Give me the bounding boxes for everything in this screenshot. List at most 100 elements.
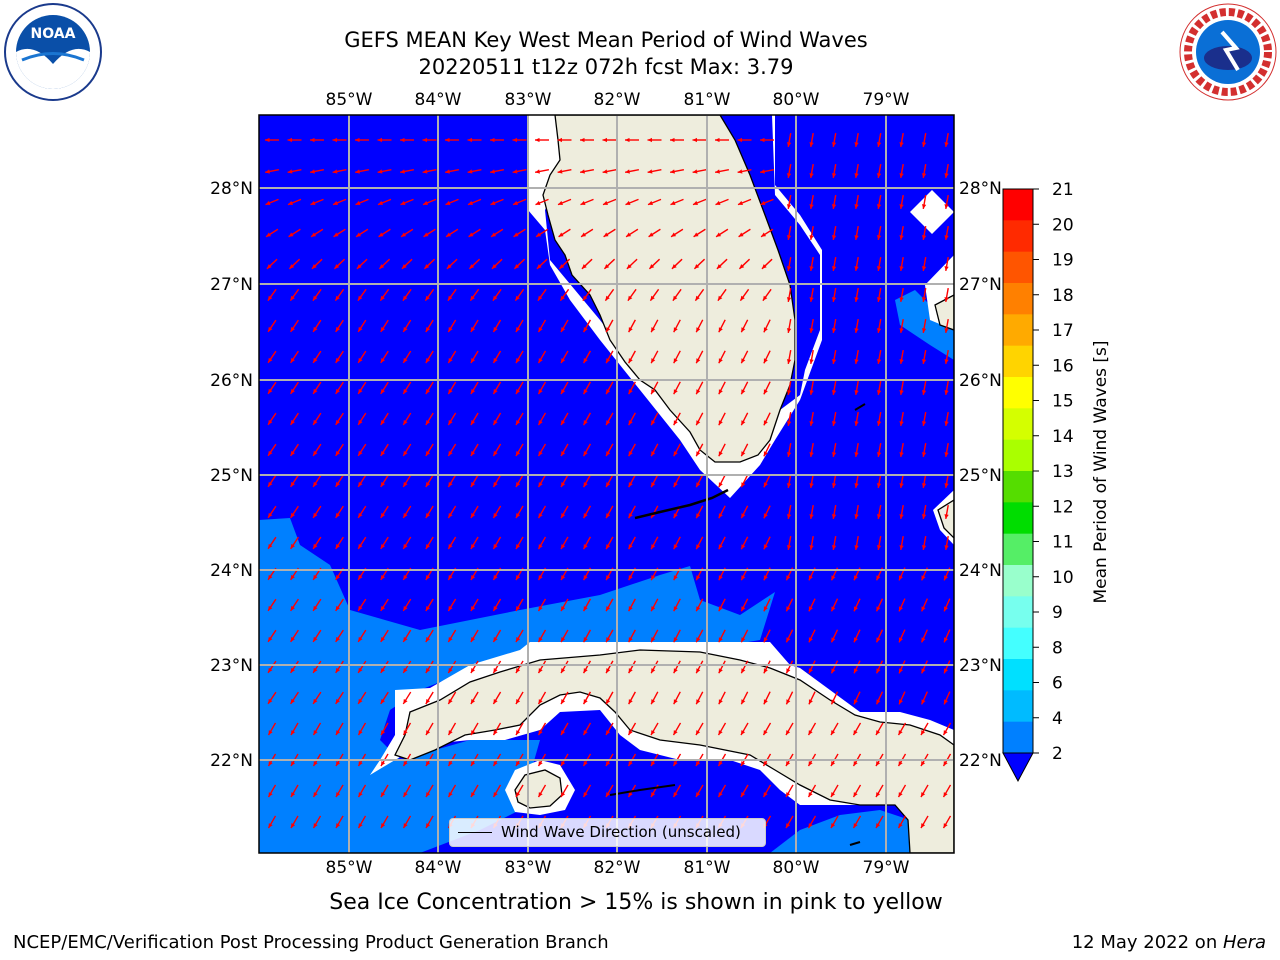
wind-direction-arrow-icon [560, 691, 569, 705]
wind-direction-arrow-icon [335, 815, 344, 829]
wind-direction-arrow-icon [515, 412, 524, 426]
wind-direction-arrow-icon [897, 722, 907, 736]
wind-direction-arrow-icon [354, 168, 370, 174]
wind-direction-arrow-icon [288, 258, 301, 270]
latitude-label: 22°N [210, 751, 253, 771]
wind-direction-arrow-icon [693, 228, 706, 238]
wind-direction-arrow-icon [628, 691, 636, 705]
wind-direction-arrow-icon [560, 412, 569, 426]
wind-direction-arrow-icon [921, 504, 927, 520]
colorbar-tick-label: 21 [1052, 180, 1074, 200]
wind-direction-arrow-icon [467, 168, 482, 174]
wind-direction-arrow-icon [534, 168, 550, 174]
wind-direction-arrow-icon [515, 505, 524, 519]
wind-direction-arrow-icon [628, 412, 636, 426]
wind-direction-arrow-icon [875, 629, 884, 643]
wind-direction-arrow-icon [647, 137, 662, 143]
wind-direction-arrow-icon [425, 691, 434, 705]
wind-direction-arrow-icon [264, 168, 280, 174]
wind-direction-arrow-icon [648, 228, 661, 238]
wind-direction-arrow-icon [786, 163, 792, 179]
wind-direction-arrow-icon [718, 629, 726, 643]
wind-direction-arrow-icon [535, 228, 549, 238]
wind-direction-arrow-icon [898, 629, 906, 643]
wind-direction-arrow-icon [854, 318, 859, 334]
wind-direction-arrow-icon [290, 350, 299, 364]
wind-direction-arrow-icon [763, 598, 771, 612]
wind-direction-arrow-icon [402, 505, 412, 519]
wind-direction-arrow-icon [582, 722, 592, 736]
wind-direction-arrow-icon [425, 350, 434, 364]
wind-direction-arrow-icon [267, 288, 277, 302]
wind-direction-arrow-icon [267, 474, 277, 488]
wind-direction-arrow-icon [512, 198, 527, 206]
wind-direction-arrow-icon [650, 722, 659, 736]
wind-direction-arrow-icon [560, 784, 569, 798]
wind-direction-arrow-icon [876, 287, 882, 303]
wind-direction-arrow-icon [809, 411, 814, 427]
wind-direction-arrow-icon [470, 350, 479, 364]
wind-direction-arrow-icon [763, 319, 771, 333]
colorbar: 21 20 19 18 17 16 15 14 13 12 11 10 9 8 6 4 2 [1002, 180, 1074, 783]
wind-direction-arrow-icon [537, 381, 547, 395]
wind-direction-arrow-icon [647, 168, 662, 174]
wind-direction-arrow-icon [312, 629, 322, 643]
wind-direction-arrow-icon [944, 287, 949, 303]
wind-direction-arrow-icon [898, 691, 906, 705]
wind-direction-arrow-icon [718, 505, 726, 519]
wind-direction-arrow-icon [740, 691, 749, 705]
wind-direction-arrow-icon [470, 536, 479, 550]
wind-direction-arrow-icon [267, 381, 277, 395]
wind-direction-arrow-icon [673, 629, 681, 643]
wind-direction-arrow-icon [491, 258, 503, 270]
florida-keys [609, 403, 866, 846]
wind-direction-arrow-icon [944, 411, 949, 427]
wind-direction-arrow-icon [266, 258, 278, 270]
wind-direction-arrow-icon [312, 598, 322, 612]
wind-direction-arrow-icon [290, 722, 299, 736]
wind-direction-arrow-icon [670, 198, 684, 206]
latitude-label: 25°N [959, 466, 1002, 486]
wind-direction-arrow-icon [854, 504, 859, 520]
wind-direction-arrow-icon [920, 815, 929, 829]
wind-direction-arrow-icon [515, 350, 524, 364]
wind-direction-arrow-icon [809, 225, 814, 241]
wind-direction-arrow-icon [648, 258, 661, 270]
wind-direction-arrow-icon [920, 691, 929, 705]
wind-direction-arrow-icon [380, 598, 389, 612]
wind-direction-arrow-icon [740, 350, 749, 364]
wind-direction-arrow-icon [515, 722, 524, 736]
wind-direction-arrow-icon [492, 660, 502, 674]
wind-direction-arrow-icon [579, 168, 595, 174]
wind-direction-arrow-icon [515, 691, 524, 705]
wind-direction-arrow-icon [921, 473, 927, 489]
wind-direction-arrow-icon [357, 443, 367, 457]
wind-direction-arrow-icon [899, 256, 904, 272]
wind-direction-arrow-icon [446, 258, 458, 270]
wind-direction-arrow-icon [673, 474, 681, 488]
wind-direction-arrow-icon [876, 504, 882, 520]
wind-direction-arrow-icon [830, 691, 839, 705]
wind-direction-arrow-icon [650, 660, 659, 674]
wind-direction-arrow-icon [852, 784, 862, 798]
wind-direction-arrow-icon [854, 287, 859, 303]
wind-direction-arrow-icon [425, 474, 434, 488]
wind-direction-arrow-icon [628, 598, 636, 612]
colorbar-segment [1003, 565, 1033, 597]
wind-direction-arrow-icon [335, 350, 344, 364]
wind-direction-arrow-icon [312, 319, 322, 333]
wind-direction-arrow-icon [560, 660, 569, 674]
wind-direction-arrow-icon [897, 815, 907, 829]
wind-direction-arrow-icon [355, 228, 369, 238]
wind-direction-arrow-icon [332, 198, 347, 206]
wind-direction-arrow-icon [400, 198, 414, 206]
wind-direction-arrow-icon [357, 784, 367, 798]
wind-direction-arrow-icon [581, 258, 593, 270]
wind-direction-arrow-icon [378, 228, 391, 238]
wind-direction-arrow-icon [400, 137, 414, 143]
wind-direction-arrow-icon [669, 168, 685, 174]
wind-direction-arrow-icon [718, 474, 726, 488]
wind-direction-arrow-icon [492, 505, 502, 519]
wind-direction-arrow-icon [287, 168, 302, 174]
latitude-label: 22°N [959, 751, 1002, 771]
